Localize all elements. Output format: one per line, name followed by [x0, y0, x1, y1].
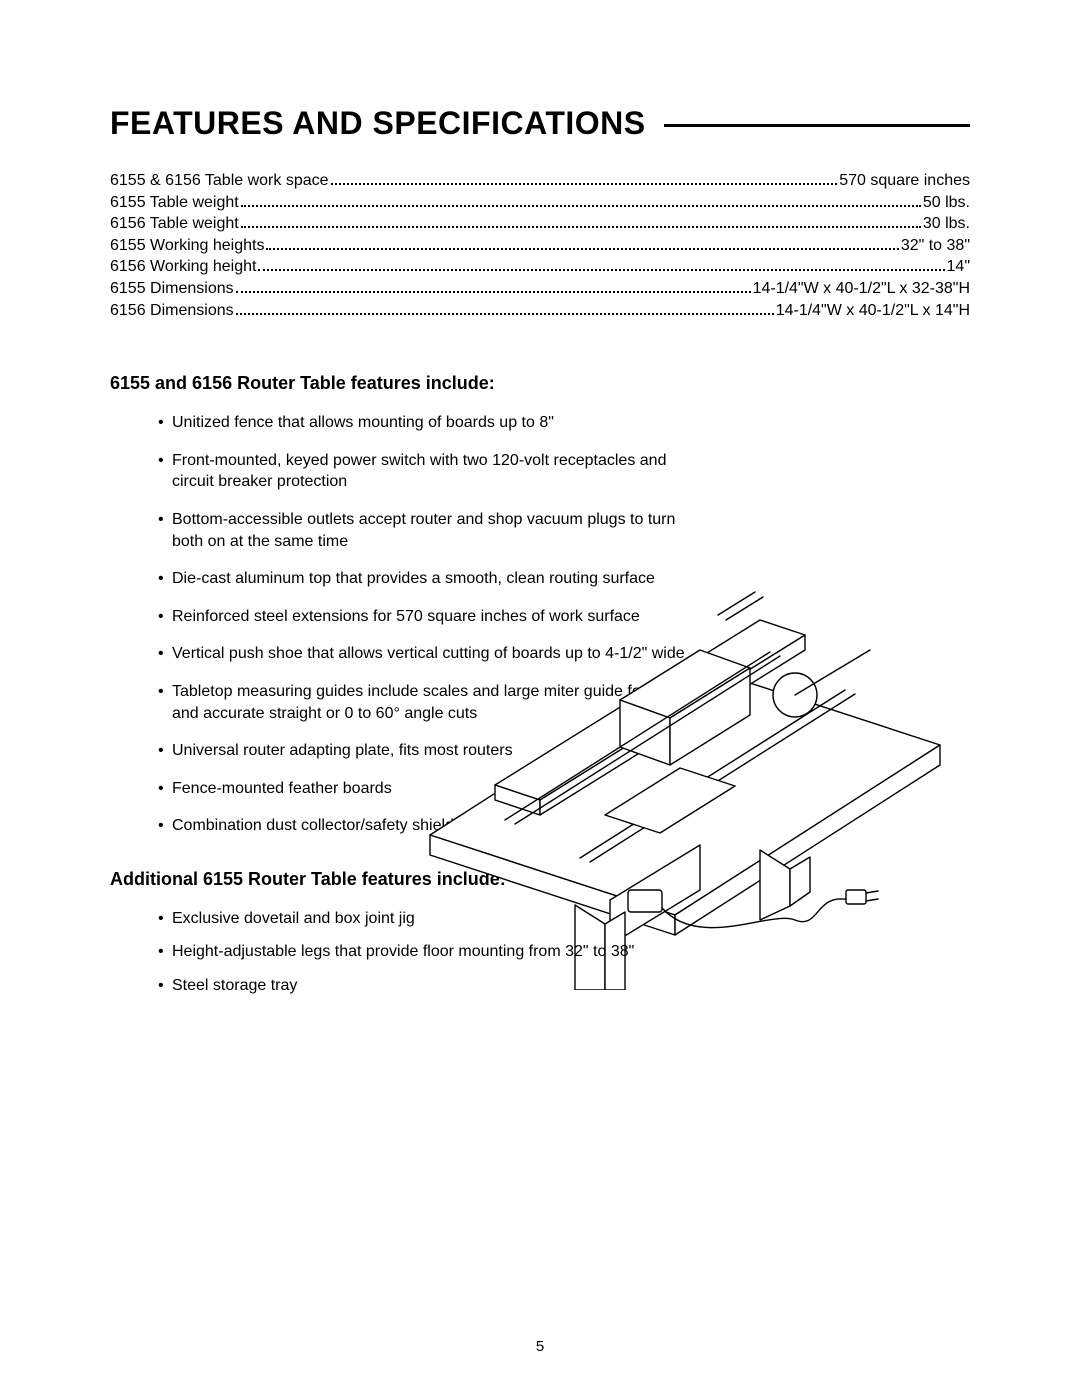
feature-item: Bottom-accessible outlets accept router … — [158, 509, 698, 552]
features-heading: 6155 and 6156 Router Table features incl… — [110, 373, 970, 394]
feature-item: Unitized fence that allows mounting of b… — [158, 412, 698, 434]
spec-leader-dots — [241, 192, 921, 206]
router-table-diagram — [400, 590, 960, 990]
spec-leader-dots — [266, 235, 898, 249]
page-title: FEATURES AND SPECIFICATIONS — [110, 105, 646, 142]
feature-item: Exclusive dovetail and box joint jig — [158, 908, 970, 930]
spec-value: 14" — [947, 256, 970, 278]
spec-row: 6155 Working heights 32" to 38" — [110, 235, 970, 257]
title-row: FEATURES AND SPECIFICATIONS — [110, 105, 970, 142]
spec-value: 32" to 38" — [901, 235, 970, 257]
spec-label: 6156 Working height — [110, 256, 256, 278]
feature-item: Steel storage tray — [158, 975, 970, 997]
spec-row: 6155 Dimensions 14-1/4"W x 40-1/2"L x 32-… — [110, 278, 970, 300]
spec-value: 50 lbs. — [923, 192, 970, 214]
spec-row: 6156 Table weight 30 lbs. — [110, 213, 970, 235]
additional-features-list: Exclusive dovetail and box joint jig Heig… — [110, 908, 970, 997]
spec-leader-dots — [241, 214, 921, 228]
page-number: 5 — [0, 1338, 1080, 1355]
spec-label: 6155 & 6156 Table work space — [110, 170, 329, 192]
spec-list: 6155 & 6156 Table work space 570 square i… — [110, 170, 970, 321]
feature-item: Front-mounted, keyed power switch with t… — [158, 450, 698, 493]
spec-label: 6156 Table weight — [110, 213, 239, 235]
spec-value: 14-1/4"W x 40-1/2"L x 32-38"H — [753, 278, 970, 300]
spec-row: 6155 & 6156 Table work space 570 square i… — [110, 170, 970, 192]
spec-label: 6155 Working heights — [110, 235, 264, 257]
spec-label: 6156 Dimensions — [110, 300, 234, 322]
spec-leader-dots — [331, 171, 838, 185]
title-rule — [664, 124, 970, 127]
feature-item: Die-cast aluminum top that provides a sm… — [158, 568, 698, 590]
spec-leader-dots — [258, 257, 944, 271]
spec-leader-dots — [236, 300, 774, 314]
spec-label: 6155 Table weight — [110, 192, 239, 214]
spec-value: 14-1/4"W x 40-1/2"L x 14"H — [776, 300, 970, 322]
spec-label: 6155 Dimensions — [110, 278, 234, 300]
spec-row: 6156 Dimensions 14-1/4"W x 40-1/2"L x 14"… — [110, 300, 970, 322]
spec-value: 570 square inches — [839, 170, 970, 192]
spec-row: 6156 Working height 14" — [110, 256, 970, 278]
page: FEATURES AND SPECIFICATIONS 6155 & 6156 … — [0, 0, 1080, 1397]
feature-item: Height-adjustable legs that provide floo… — [158, 941, 970, 963]
spec-value: 30 lbs. — [923, 213, 970, 235]
spec-row: 6155 Table weight 50 lbs. — [110, 192, 970, 214]
spec-leader-dots — [236, 279, 751, 293]
